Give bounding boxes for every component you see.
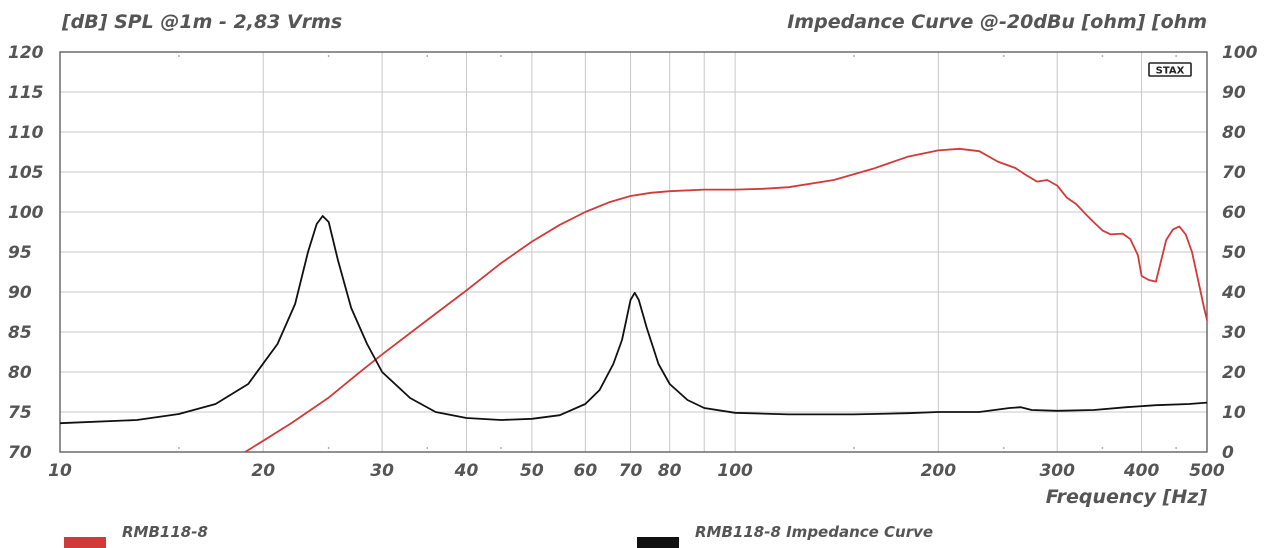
y2-tick-label: 60 xyxy=(1222,203,1246,223)
y2-tick-label: 80 xyxy=(1222,123,1246,143)
y-tick-label: 95 xyxy=(8,243,32,263)
grid-dot xyxy=(327,55,330,57)
grid-dot xyxy=(1002,55,1005,57)
impedance-series-line xyxy=(60,215,1207,425)
x-tick-label: 500 xyxy=(1189,461,1225,481)
grid-dot xyxy=(1002,447,1005,449)
x-axis-title: Frequency [Hz] xyxy=(1046,486,1208,508)
y2-tick-label: 50 xyxy=(1222,243,1246,263)
x-tick-label: 80 xyxy=(658,461,682,481)
y2-tick-label: 10 xyxy=(1222,403,1246,423)
y-tick-label: 70 xyxy=(8,443,32,463)
y-tick-label: 80 xyxy=(8,363,32,383)
grid-dot xyxy=(853,55,855,57)
x-tick-label: 30 xyxy=(370,461,394,481)
x-tick-label: 300 xyxy=(1039,461,1075,481)
grid-dot xyxy=(1175,447,1178,449)
legend-swatch xyxy=(637,537,679,548)
brand-logo: STAX xyxy=(1148,62,1192,77)
y2-axis-title: Impedance Curve @-20dBu [ohm] [ohm xyxy=(787,11,1207,33)
x-tick-label: 40 xyxy=(454,461,479,481)
y-tick-label: 110 xyxy=(8,123,44,143)
y-tick-label: 115 xyxy=(8,83,44,103)
y2-tick-label: 90 xyxy=(1222,83,1246,103)
brand-logo-text: STAX xyxy=(1156,66,1185,77)
y2-tick-label: 100 xyxy=(1222,43,1258,63)
series-layer xyxy=(60,147,1207,452)
grid-dot xyxy=(1101,447,1104,449)
grid-dot xyxy=(177,447,180,449)
y-tick-label: 120 xyxy=(8,43,44,63)
grid-dot xyxy=(1101,55,1104,57)
plot-frame xyxy=(59,51,1208,453)
y-tick-label: 105 xyxy=(8,163,44,183)
legend-swatch xyxy=(64,537,106,548)
tick-labels: 10 20 30 40 50 60 70 80 100 200 300 400 500707580859… xyxy=(8,43,1258,481)
x-tick-label: 10 xyxy=(48,461,72,481)
x-tick-label: 70 xyxy=(619,461,643,481)
y2-tick-label: 20 xyxy=(1222,363,1246,383)
grid-dot xyxy=(426,447,429,449)
y2-tick-label: 40 xyxy=(1221,283,1246,303)
spl-series-line xyxy=(244,147,1207,452)
x-tick-label: 60 xyxy=(574,461,598,481)
legend: RMB118-8 RMB118-8 Impedance Curve xyxy=(64,523,933,548)
y-tick-label: 85 xyxy=(8,323,32,343)
grid xyxy=(60,52,1207,452)
x-tick-label: 100 xyxy=(717,461,753,481)
grid-dot xyxy=(177,55,180,57)
y-axis-title: [dB] SPL @1m - 2,83 Vrms xyxy=(61,11,342,33)
y2-tick-label: 30 xyxy=(1222,323,1246,343)
x-tick-label: 400 xyxy=(1123,461,1160,481)
x-tick-label: 50 xyxy=(520,461,544,481)
grid-dot xyxy=(853,447,855,449)
y2-tick-label: 0 xyxy=(1222,443,1234,463)
legend-label: RMB118-8 Impedance Curve xyxy=(695,523,933,541)
grid-dot xyxy=(500,55,502,57)
grid-dot xyxy=(1175,55,1178,57)
y-tick-label: 75 xyxy=(8,403,32,423)
legend-label: RMB118-8 xyxy=(122,523,208,541)
x-tick-label: 200 xyxy=(921,461,957,481)
grid-dot xyxy=(426,55,429,57)
grid-dot xyxy=(500,447,502,449)
x-tick-label: 20 xyxy=(251,461,275,481)
grid-dot xyxy=(327,447,330,449)
y-tick-label: 100 xyxy=(8,203,44,223)
y-tick-label: 90 xyxy=(8,283,32,303)
y2-tick-label: 70 xyxy=(1222,163,1246,183)
